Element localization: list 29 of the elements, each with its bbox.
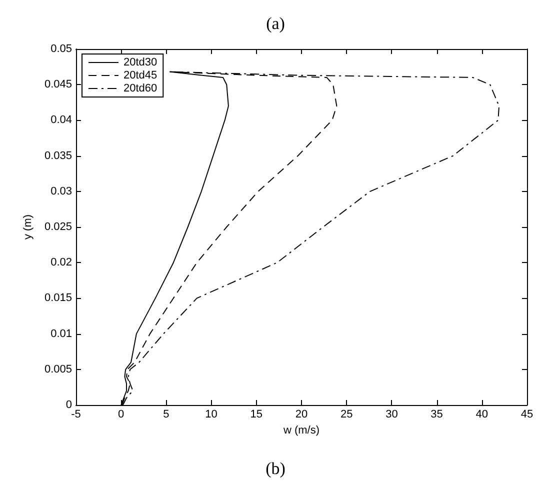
x-tick-label: 0 — [118, 408, 124, 420]
x-tick-label: 30 — [386, 408, 398, 420]
y-tick-label: 0.005 — [44, 363, 72, 376]
x-tick-label: 35 — [430, 408, 443, 420]
y-tick-label: 0.025 — [44, 221, 72, 233]
text: (b) — [266, 459, 286, 478]
x-tick-label: 25 — [340, 408, 353, 420]
y-tick-label: 0.045 — [44, 78, 72, 91]
legend-label: 20td60 — [124, 82, 158, 94]
y-tick-label: 0.04 — [50, 114, 72, 126]
y-axis-title: y (m) — [22, 214, 34, 240]
x-tick-label: 10 — [205, 408, 218, 420]
x-tick-label: 20 — [295, 408, 308, 420]
y-tick-label: 0.035 — [44, 150, 72, 162]
x-tick-label: 45 — [520, 408, 534, 420]
x-tick-label: 40 — [476, 408, 488, 420]
legend-label: 20td45 — [124, 70, 158, 82]
y-tick-label: 0.02 — [50, 256, 72, 269]
x-tick-label: -5 — [71, 408, 81, 420]
y-tick-label: 0.05 — [50, 43, 72, 55]
legend-label: 20td30 — [124, 56, 158, 68]
y-tick-label: 0.01 — [50, 328, 72, 340]
y-tick-label: 0.015 — [44, 292, 72, 304]
chart-title: (a) — [266, 14, 285, 33]
x-axis-title: w (m/s) — [282, 424, 320, 436]
x-tick-label: 5 — [163, 408, 170, 420]
y-tick-label: 0.03 — [50, 185, 72, 198]
x-tick-label: 15 — [250, 408, 263, 420]
y-tick-label: 0 — [66, 399, 72, 411]
